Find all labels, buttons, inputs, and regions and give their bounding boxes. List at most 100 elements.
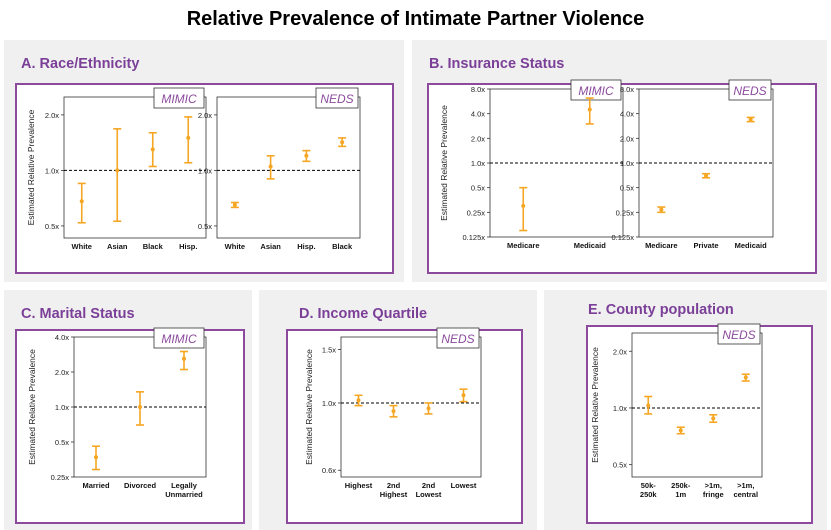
y-tick-label: 1.0x [620,159,634,168]
x-tick-label: Black [332,242,353,251]
y-tick-label: 0.5x [620,184,634,193]
x-tick-label: Highest [380,490,408,499]
x-tick-label: 250k [640,490,658,499]
y-tick-label: 0.25x [467,208,486,217]
x-tick-label: Black [143,242,164,251]
data-point [646,403,651,408]
data-point [138,405,142,409]
y-axis-label: Estimated Relative Prevalence [304,349,314,465]
y-tick-label: 4.0x [55,333,69,342]
data-point [115,168,120,173]
plot-frame [63,96,207,239]
x-tick-label: White [72,242,92,251]
data-point [391,409,396,414]
plot-frame [216,96,361,239]
plot-frame [340,336,482,478]
data-point [587,107,592,112]
data-point [521,203,526,208]
dataset-tag-label: NEDS [733,84,766,98]
dataset-tag [315,87,359,109]
y-tick-label: 0.125x [611,233,634,242]
data-point [268,164,273,169]
data-point [232,202,237,207]
data-point [356,398,361,403]
y-tick-label: 4.0x [471,110,485,119]
x-tick-label: Lowest [416,490,442,499]
data-point [79,199,84,204]
page-title: Relative Prevalence of Intimate Partner … [186,8,645,30]
x-tick-label: Legally [171,481,198,490]
x-tick-label: Hisp. [179,242,197,251]
y-tick-label: 2.0x [613,347,627,356]
dataset-tag [717,323,761,345]
dataset-tag-label: NEDS [441,332,474,346]
data-point [678,428,683,433]
data-point [304,153,309,158]
y-tick-label: 0.6x [322,466,336,475]
data-point [150,147,155,152]
y-tick-label: 0.5x [471,184,485,193]
section-e-title: E. County population [588,302,734,318]
y-tick-label: 1.0x [471,159,485,168]
x-tick-label: Medicare [507,241,540,250]
x-tick-label: >1m, [705,481,722,490]
y-axis-label: Estimated Relative Prevalence [590,347,600,463]
y-tick-label: 1.5x [322,346,336,355]
dataset-tag-label: NEDS [722,328,755,342]
y-tick-label: 0.5x [613,461,627,470]
y-tick-label: 8.0x [620,85,634,94]
x-tick-label: Asian [260,242,281,251]
dataset-tag [728,79,772,101]
data-point [340,140,345,145]
x-tick-label: 2nd [387,481,401,490]
x-tick-label: Asian [107,242,128,251]
x-tick-label: >1m, [737,481,754,490]
y-tick-label: 0.25x [616,208,635,217]
y-tick-label: 1.0x [322,399,336,408]
x-tick-label: Hisp. [297,242,315,251]
data-point [186,135,191,140]
y-tick-label: 1.0x [55,403,69,412]
y-tick-label: 4.0x [620,110,634,119]
x-tick-label: White [225,242,245,251]
x-tick-label: Unmarried [165,490,203,499]
y-tick-label: 2.0x [45,111,59,120]
x-tick-label: 1m [675,490,686,499]
data-point [659,207,664,212]
y-tick-label: 2.0x [55,368,69,377]
y-tick-label: 0.5x [45,222,59,231]
x-tick-label: Highest [345,481,373,490]
data-point [182,356,186,361]
data-point [94,455,98,460]
dataset-tag [436,327,480,349]
y-tick-label: 1.0x [613,404,627,413]
section-c-title: C. Marital Status [21,306,135,322]
data-point [426,406,431,411]
section-d-title: D. Income Quartile [299,306,428,322]
x-tick-label: fringe [703,490,724,499]
y-tick-label: 1.0x [45,166,59,175]
x-tick-label: 2nd [422,481,436,490]
x-tick-label: Medicaid [574,241,607,250]
x-tick-label: Married [82,481,110,490]
y-tick-label: 0.125x [462,233,485,242]
x-tick-label: 50k- [641,481,657,490]
dataset-tag [153,87,205,109]
data-point [748,117,753,122]
x-tick-label: Lowest [451,481,477,490]
data-point [743,375,748,380]
y-tick-label: 0.5x [198,222,212,231]
y-tick-label: 8.0x [471,85,485,94]
dataset-tag [570,79,622,101]
x-tick-label: Medicaid [735,241,768,250]
y-axis-label: Estimated Relative Prevalence [26,109,36,225]
y-tick-label: 1.0x [198,166,212,175]
y-tick-label: 0.5x [55,438,69,447]
x-tick-label: 250k- [671,481,691,490]
dataset-tag-label: MIMIC [161,92,197,106]
y-axis-label: Estimated Relative Prevalence [27,349,37,465]
data-point [461,393,466,398]
plot-frame [631,332,763,478]
dataset-tag-label: MIMIC [578,84,614,98]
